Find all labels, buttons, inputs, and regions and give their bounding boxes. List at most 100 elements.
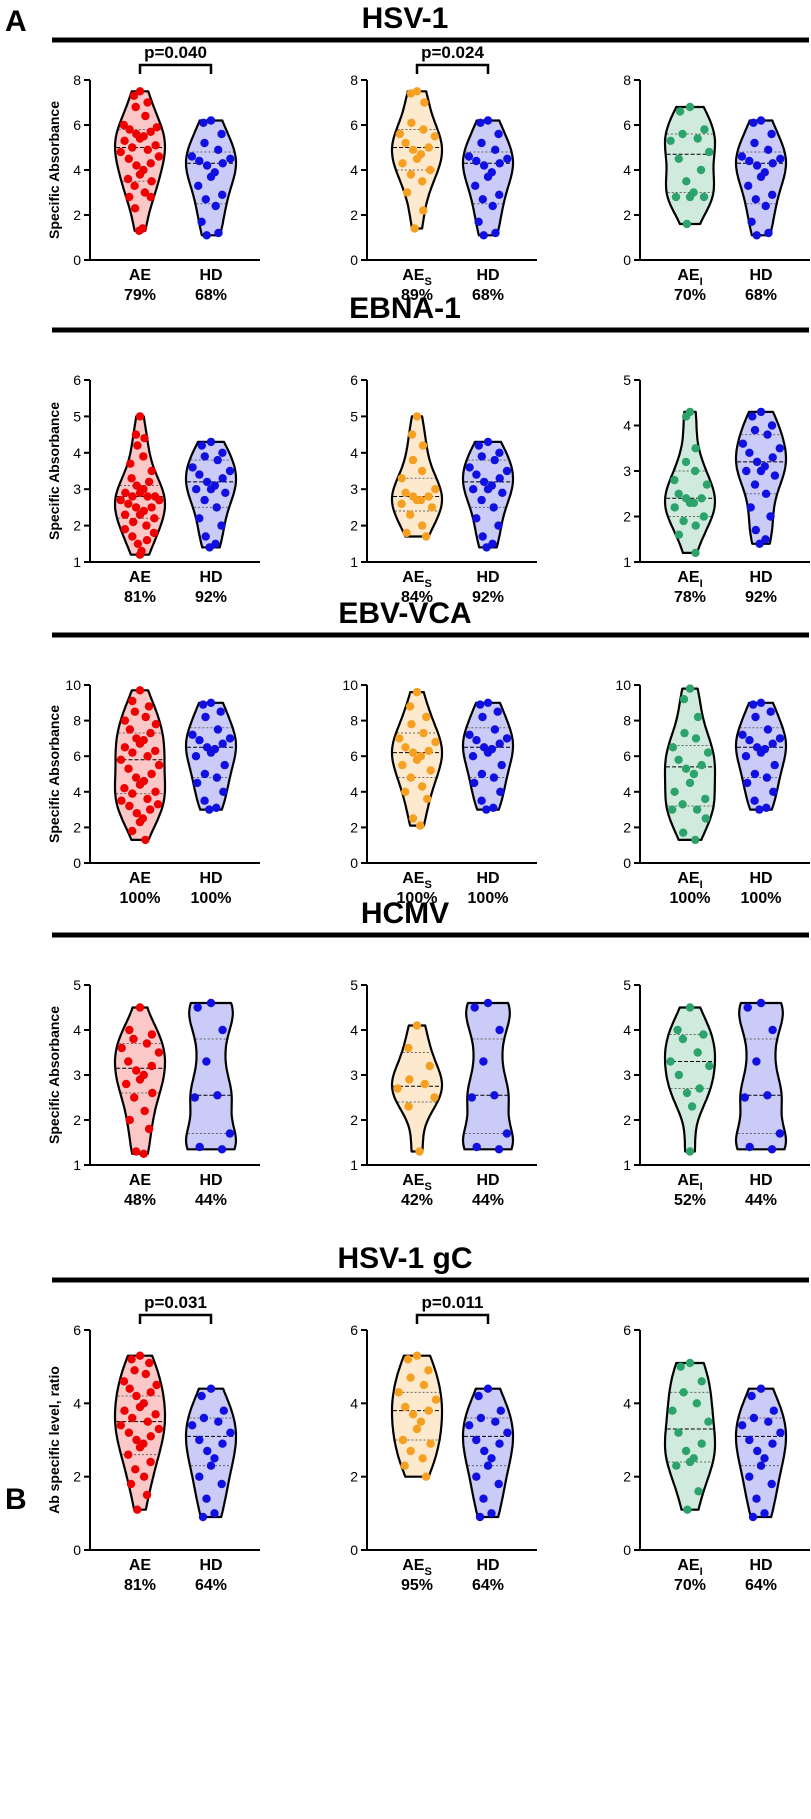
data-point: [683, 1505, 692, 1514]
y-axis-label: Ab specific level, ratio: [46, 1366, 62, 1514]
group-label: AEI: [677, 870, 702, 891]
data-point: [741, 752, 751, 761]
data-point: [153, 800, 163, 809]
data-point: [193, 1003, 202, 1012]
y-tick-label: 6: [350, 372, 358, 388]
data-point: [149, 528, 159, 538]
data-point: [691, 835, 700, 845]
data-point: [763, 430, 772, 439]
group-percent: 100%: [741, 890, 782, 907]
data-point: [489, 773, 499, 782]
data-point: [472, 470, 481, 479]
data-point: [406, 1373, 415, 1382]
data-point: [745, 156, 754, 166]
y-tick-label: 2: [73, 207, 81, 223]
data-point: [426, 766, 435, 775]
data-point: [702, 480, 712, 489]
data-point: [195, 470, 204, 479]
data-point: [752, 1057, 761, 1066]
data-point: [756, 407, 766, 417]
group-label: HD: [749, 1172, 772, 1189]
data-point: [768, 453, 777, 462]
data-point: [143, 1417, 152, 1426]
y-tick-label: 6: [350, 1322, 358, 1338]
data-point: [490, 725, 500, 734]
data-point: [424, 1366, 433, 1375]
data-point: [474, 1391, 483, 1401]
data-point: [147, 1030, 157, 1039]
data-point: [691, 521, 700, 530]
data-point: [430, 132, 439, 141]
data-point: [502, 466, 512, 476]
y-tick-label: 5: [73, 977, 81, 993]
data-point: [762, 803, 771, 812]
data-point: [775, 444, 784, 453]
data-point: [674, 154, 683, 163]
data-point: [691, 548, 700, 558]
data-point: [483, 998, 493, 1008]
group-hd: HD 44%: [184, 998, 238, 1209]
group-hd: HD 44%: [734, 998, 788, 1209]
data-point: [143, 492, 152, 501]
data-point: [214, 145, 223, 154]
data-point: [705, 1061, 714, 1071]
data-point: [751, 195, 760, 204]
data-point: [203, 1446, 212, 1456]
y-tick-label: 3: [350, 481, 358, 497]
data-point: [670, 503, 679, 512]
y-tick-label: 6: [623, 1322, 631, 1338]
group-violin: [461, 1001, 515, 1151]
data-point: [141, 1369, 150, 1379]
data-point: [188, 1421, 197, 1430]
y-tick-label: 3: [350, 1067, 358, 1083]
data-point: [147, 1061, 156, 1071]
data-point: [142, 1490, 152, 1500]
data-point: [751, 525, 760, 535]
data-point: [197, 441, 206, 450]
data-point: [755, 805, 764, 814]
data-point: [756, 1461, 766, 1470]
data-point: [424, 746, 433, 756]
data-point: [693, 1048, 702, 1057]
group-violin: [184, 1001, 238, 1151]
data-point: [116, 147, 125, 157]
group-percent: 52%: [674, 1192, 706, 1209]
panel-letter-a: A: [5, 5, 27, 38]
data-point: [495, 1025, 504, 1035]
data-point: [749, 118, 758, 128]
data-point: [144, 702, 154, 711]
data-point: [766, 512, 775, 521]
data-point: [756, 698, 766, 707]
section-title: EBV-VCA: [338, 597, 471, 630]
data-point: [689, 769, 699, 779]
group-hd: HD 100%: [461, 698, 515, 907]
data-point: [117, 796, 126, 805]
data-point: [767, 421, 777, 430]
group-percent: 100%: [468, 890, 509, 907]
data-point: [216, 707, 225, 716]
group-percent: 68%: [472, 287, 504, 304]
data-point: [218, 190, 227, 199]
data-point: [470, 1003, 479, 1012]
group-percent: 44%: [195, 1192, 227, 1209]
data-point: [393, 1084, 402, 1093]
data-point: [750, 480, 760, 489]
y-tick-label: 8: [623, 713, 631, 729]
group-violin: [663, 105, 717, 226]
data-point: [146, 1388, 155, 1397]
group-violin: [734, 410, 788, 545]
data-point: [206, 485, 216, 494]
data-point: [419, 1380, 429, 1390]
data-point: [761, 489, 771, 498]
data-point: [125, 801, 134, 811]
data-point: [394, 1388, 403, 1397]
data-point: [132, 161, 141, 170]
group-percent: 78%: [674, 589, 706, 606]
data-point: [770, 471, 780, 480]
y-tick-label: 1: [73, 1157, 81, 1173]
y-tick-label: 5: [623, 372, 631, 388]
p-value-label: p=0.024: [421, 43, 484, 62]
